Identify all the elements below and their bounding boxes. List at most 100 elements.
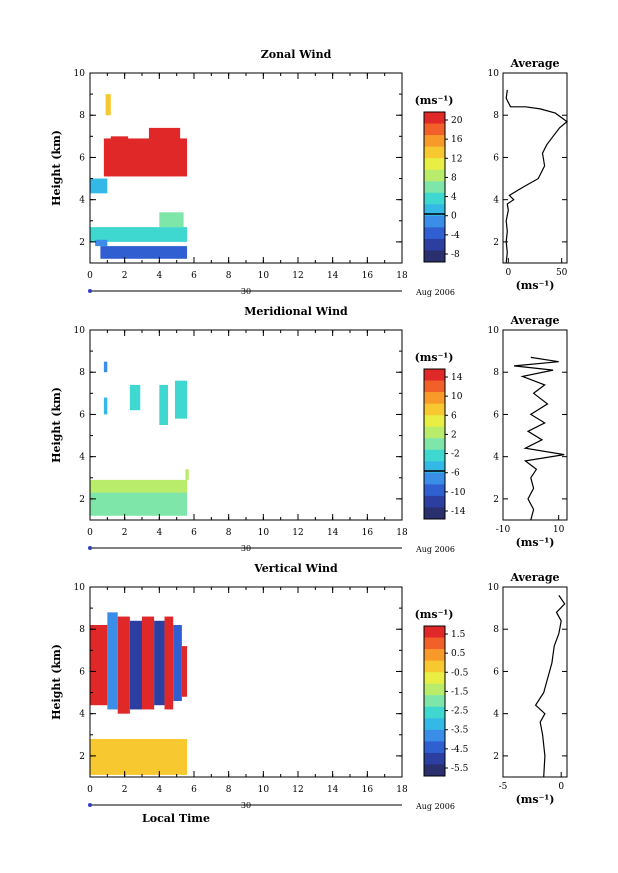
colorbar-label: 20 (451, 116, 463, 126)
colorbar-segment (424, 495, 445, 508)
y-tick-label: 4 (79, 453, 85, 463)
colorbar-segment (424, 683, 445, 696)
profile-y-tick-label: 8 (493, 368, 499, 378)
y-tick-label: 6 (79, 667, 85, 677)
x-tick-label: 6 (191, 271, 197, 281)
y-tick-label: 4 (79, 196, 85, 206)
colorbar-segment (424, 741, 445, 754)
colorbar-segment (424, 158, 445, 171)
x-tick-label: 18 (396, 271, 408, 281)
profile-y-tick-label: 4 (493, 710, 499, 720)
data-block-0 (90, 739, 188, 775)
x-tick-label: 8 (226, 528, 232, 538)
date-marker (88, 289, 92, 293)
data-block-0 (103, 138, 188, 177)
panel-0: Zonal Wind 0 2 4 6 8 10 12 14 16 18 2 4 6 8 10 Height (k… (50, 48, 568, 297)
colorbar-label: 12 (451, 154, 462, 164)
x-tick-label: 10 (258, 785, 270, 795)
colorbar-label: -4 (451, 231, 460, 241)
profile-x-tick-label: 0 (558, 782, 564, 792)
colorbar-segment (424, 729, 445, 742)
data-block-0 (90, 492, 188, 516)
colorbar-segment (424, 192, 445, 205)
y-tick-label: 2 (79, 752, 85, 762)
profile-y-tick-label: 8 (493, 111, 499, 121)
profile-y-tick-label: 8 (493, 625, 499, 635)
colorbar-segment (424, 484, 445, 497)
x-tick-label: 16 (362, 785, 374, 795)
y-axis-label: Height (km) (50, 130, 63, 206)
data-block-2 (107, 612, 118, 710)
x-tick-label: 4 (156, 528, 162, 538)
x-tick-label: 4 (156, 271, 162, 281)
colorbar-label: 2 (451, 430, 457, 440)
x-tick-label: 10 (258, 271, 270, 281)
colorbar-label: -8 (451, 250, 460, 260)
date-label: 30 (241, 801, 251, 810)
colorbar-label: 0.5 (451, 649, 466, 659)
colorbar-segment (424, 369, 445, 382)
x-tick-label: 18 (396, 528, 408, 538)
profile-line (514, 356, 565, 521)
colorbar-label: 8 (451, 173, 457, 183)
y-tick-label: 10 (74, 69, 86, 79)
x-tick-label: 2 (122, 528, 128, 538)
x-tick-label: 18 (396, 785, 408, 795)
x-tick-label: 0 (87, 528, 93, 538)
colorbar-unit: (ms⁻¹) (415, 608, 454, 621)
data-block-3 (129, 384, 141, 411)
data-block-7 (103, 361, 108, 373)
data-block-1 (148, 127, 181, 141)
colorbar-segment (424, 426, 445, 439)
colorbar-segment (424, 181, 445, 194)
y-axis-label: Height (km) (50, 644, 63, 720)
panel-1: Meridional Wind 0 2 4 6 8 10 12 14 16 18 2 4 6 8 10 Heig… (50, 305, 568, 554)
data-block-5 (174, 380, 188, 419)
profile-y-tick-label: 10 (488, 326, 500, 336)
colorbar-segment (424, 146, 445, 159)
colorbar-label: -3.5 (451, 726, 469, 736)
y-tick-label: 10 (74, 326, 86, 336)
colorbar-segment (424, 238, 445, 251)
date-label: 30 (241, 544, 251, 553)
date-marker (88, 546, 92, 550)
profile-x-tick-label: 0 (505, 268, 511, 278)
x-tick-label: 16 (362, 528, 374, 538)
colorbar-label: -5.5 (451, 764, 469, 774)
x-tick-label: 14 (327, 785, 339, 795)
colorbar-segment (424, 449, 445, 462)
data-block-5 (90, 227, 188, 242)
colorbar-segment (424, 637, 445, 650)
colorbar-segment (424, 403, 445, 416)
profile-x-label: (ms⁻¹) (516, 536, 555, 549)
colorbar-segment (424, 215, 445, 228)
colorbar-segment (424, 507, 445, 520)
colorbar-segment (424, 752, 445, 765)
x-tick-label: 0 (87, 785, 93, 795)
colorbar-label: -1.5 (451, 687, 469, 697)
profile-y-tick-label: 2 (493, 238, 499, 248)
x-tick-label: 14 (327, 528, 339, 538)
x-tick-label: 2 (122, 785, 128, 795)
colorbar-segment (424, 250, 445, 263)
profile-x-label: (ms⁻¹) (516, 279, 555, 292)
colorbar-segment (424, 626, 445, 639)
data-block-1 (90, 479, 188, 493)
data-block-7 (164, 616, 174, 710)
y-tick-label: 6 (79, 153, 85, 163)
colorbar-label: -2.5 (451, 707, 469, 717)
month-label: Aug 2006 (415, 288, 455, 297)
colorbar-segment (424, 169, 445, 182)
colorbar-label: 14 (451, 373, 463, 383)
profile-title: Average (509, 57, 559, 70)
profile-y-tick-label: 6 (493, 410, 499, 420)
y-tick-label: 6 (79, 410, 85, 420)
colorbar-label: -2 (451, 450, 460, 460)
colorbar-label: -10 (451, 488, 466, 498)
profile-y-tick-label: 4 (493, 196, 499, 206)
colorbar-frame (423, 368, 446, 520)
profile-frame (502, 586, 568, 778)
x-tick-label: 14 (327, 271, 339, 281)
x-tick-label: 8 (226, 271, 232, 281)
